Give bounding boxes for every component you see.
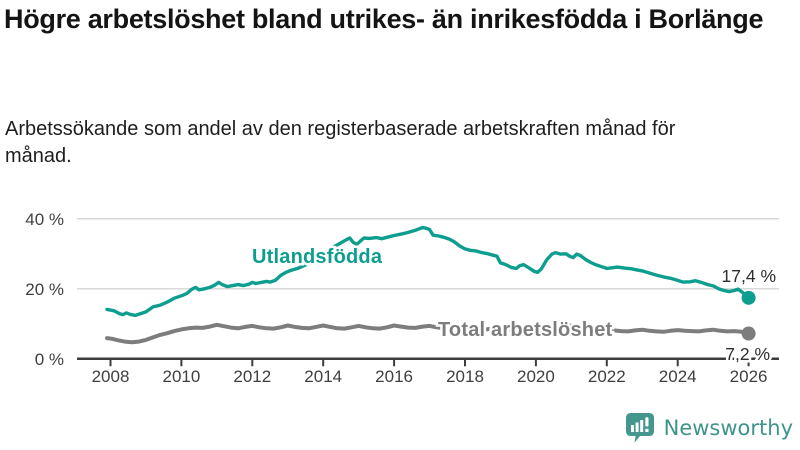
x-tick-label: 2016 <box>375 367 413 386</box>
series-end-dot <box>741 326 756 341</box>
series-line-total <box>105 322 751 345</box>
page-subtitle: Arbetssökande som andel av den registerb… <box>5 118 676 167</box>
x-tick-label: 2024 <box>659 367 697 386</box>
x-tick-label: 2022 <box>588 367 626 386</box>
series-end-dot <box>741 290 756 305</box>
newsworthy-wordmark: Newsworthy <box>663 416 793 440</box>
x-tick-label: 2018 <box>446 367 484 386</box>
x-tick-label: 2012 <box>233 367 271 386</box>
x-tick-label: 2026 <box>730 367 768 386</box>
series-line-utlandsfodda <box>105 225 751 318</box>
y-tick-label: 0 % <box>35 350 64 369</box>
x-tick-label: 2014 <box>304 367 342 386</box>
bar-chart-speech-bubble-icon <box>625 413 654 443</box>
x-tick-label: 2008 <box>92 367 130 386</box>
page-title: Högre arbetslöshet bland utrikes- än inr… <box>4 4 764 34</box>
series-label: Utlandsfödda <box>252 246 383 268</box>
series-label: Total arbetslöshet <box>438 319 613 341</box>
series-end-value-label: 7,2 % <box>725 344 770 364</box>
line-chart: 2008 2010 2012 2014 2016 2018 2020 2022 2024 2026… <box>25 210 779 386</box>
newsworthy-logo[interactable]: Newsworthy <box>625 411 793 445</box>
y-tick-label: 20 % <box>25 280 64 299</box>
x-tick-label: 2010 <box>162 367 200 386</box>
x-tick-label: 2020 <box>517 367 555 386</box>
y-tick-label: 40 % <box>25 210 64 229</box>
series-end-value-label: 17,4 % <box>722 266 776 286</box>
